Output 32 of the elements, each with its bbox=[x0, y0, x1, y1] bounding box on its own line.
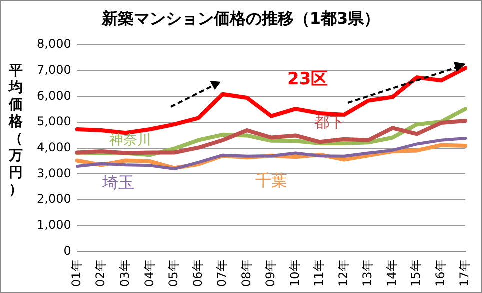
x-tick-label: 02年 bbox=[94, 260, 108, 288]
x-tick-label: 17年 bbox=[458, 260, 472, 288]
y-tick-label: 6,000 bbox=[36, 88, 72, 103]
x-tick-label: 16年 bbox=[433, 260, 448, 288]
x-tick-label: 10年 bbox=[288, 260, 302, 288]
x-tick-label: 01年 bbox=[69, 260, 84, 288]
y-tick-label: 8,000 bbox=[36, 37, 72, 52]
chart-title: 新築マンション価格の推移（1都3県） bbox=[100, 9, 382, 30]
y-tick-label: 1,000 bbox=[36, 218, 72, 232]
x-tick-label: 12年 bbox=[336, 260, 350, 288]
x-tick-label: 05年 bbox=[166, 260, 181, 288]
x-tick-label: 09年 bbox=[264, 260, 278, 288]
y-tick-label: 4,000 bbox=[36, 140, 72, 154]
x-tick-label: 06年 bbox=[190, 260, 205, 288]
x-tick-label: 04年 bbox=[142, 260, 156, 288]
x-tick-label: 07年 bbox=[215, 260, 230, 288]
x-tick-label: 08年 bbox=[239, 260, 254, 288]
series-label: 埼玉 bbox=[102, 173, 135, 192]
series-label: 神奈川 bbox=[110, 132, 152, 148]
y-axis-title: 平均価格（万円） bbox=[8, 63, 24, 199]
y-tick-label: 0 bbox=[64, 244, 72, 258]
x-tick-label: 03年 bbox=[118, 260, 132, 288]
x-tick-label: 15年 bbox=[409, 260, 424, 288]
series-label: 23区 bbox=[288, 69, 328, 90]
y-tick-label: 2,000 bbox=[36, 192, 72, 206]
x-tick-label: 13年 bbox=[360, 260, 375, 288]
x-tick-label: 11年 bbox=[312, 260, 326, 288]
x-tick-label: 14年 bbox=[384, 260, 399, 288]
y-tick-label: 5,000 bbox=[36, 114, 72, 129]
y-tick-label: 3,000 bbox=[36, 166, 72, 180]
series-label: 千葉 bbox=[255, 171, 288, 190]
y-tick-label: 7,000 bbox=[36, 62, 72, 77]
